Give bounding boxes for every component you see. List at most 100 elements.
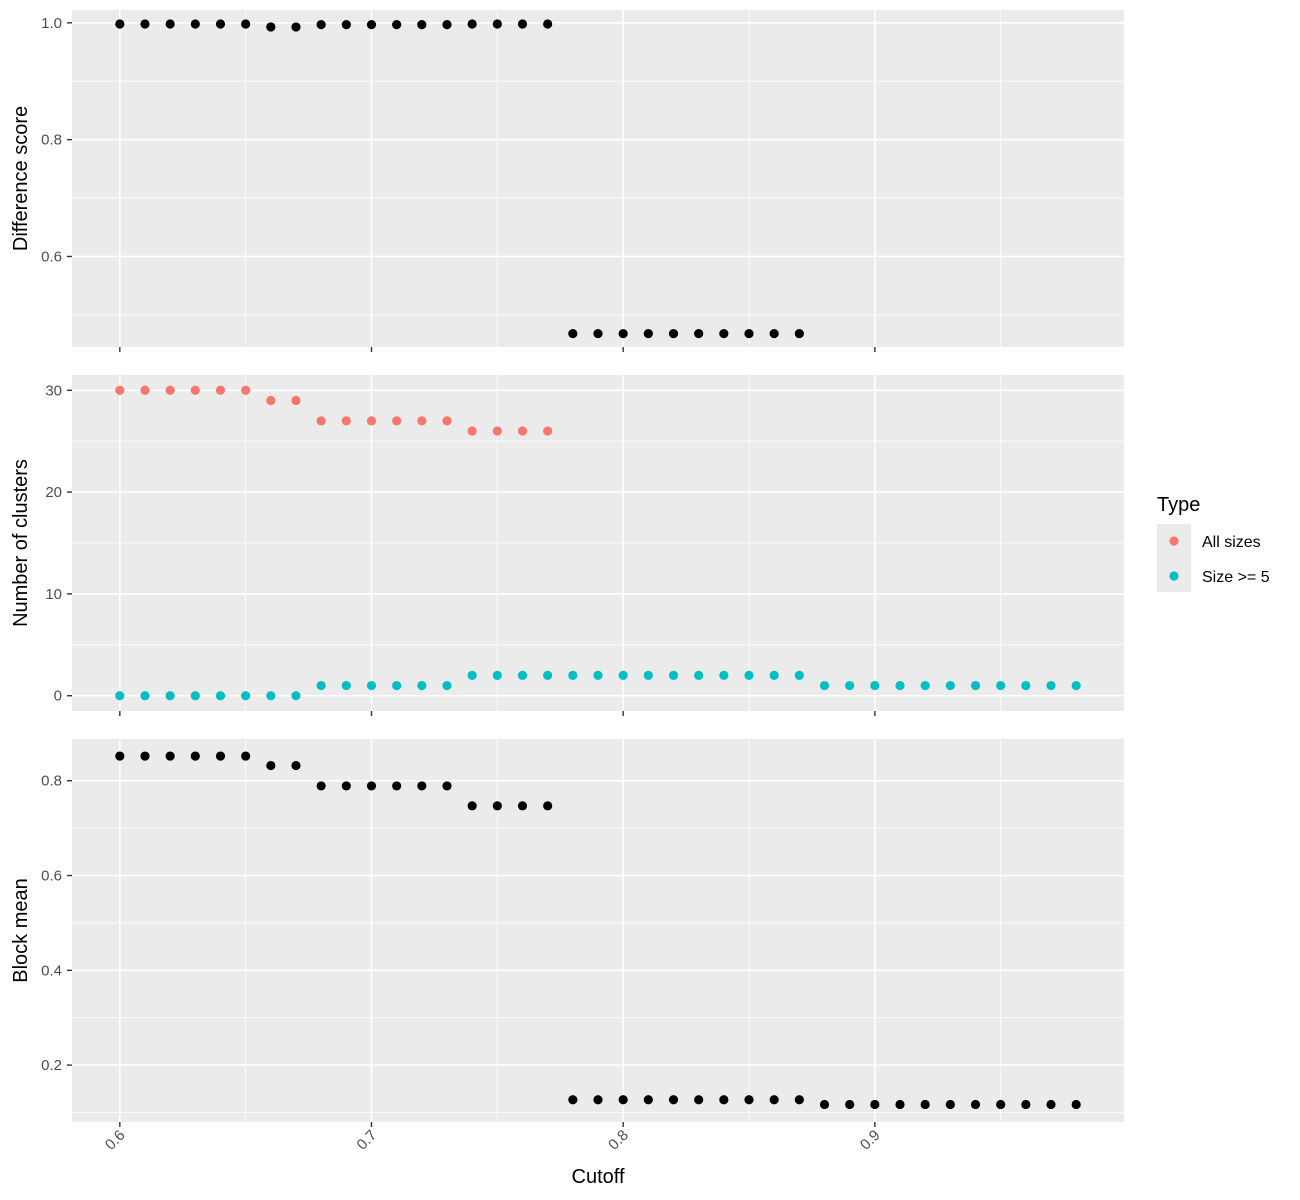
data-point [467, 801, 477, 811]
data-point [719, 670, 729, 680]
data-point [442, 680, 452, 691]
data-point [643, 328, 653, 339]
data-point [291, 395, 301, 406]
data-point [568, 670, 578, 680]
data-point [870, 1099, 880, 1110]
series-size-5 [115, 670, 1081, 701]
data-point [366, 416, 377, 426]
data-point [845, 1099, 855, 1110]
data-point [417, 680, 427, 691]
panels-layer: 0.6 0.8 1.0 Difference score 0 10 20 30 Number o… [10, 10, 1124, 1154]
y-axis-title: Difference score [10, 106, 32, 251]
legend-label-size-5: Size >= 5 [1202, 569, 1270, 586]
data-point [1046, 1099, 1056, 1110]
data-point [593, 328, 603, 339]
data-point [819, 680, 830, 691]
x-tick-label: 0.7 [354, 1127, 381, 1154]
data-point [543, 426, 553, 436]
data-point [442, 781, 452, 791]
data-point [442, 20, 452, 30]
y-tick-label: 0.4 [41, 962, 62, 979]
data-point [341, 416, 351, 426]
data-point [543, 801, 553, 811]
data-point [316, 781, 326, 791]
data-point [618, 328, 628, 339]
data-point [266, 691, 276, 701]
data-point [719, 328, 729, 339]
x-tick-label: 0.9 [857, 1127, 884, 1154]
series-points [115, 751, 1081, 1110]
data-point [392, 20, 402, 30]
data-point [341, 20, 351, 30]
data-point [316, 416, 326, 426]
data-point [517, 801, 528, 811]
data-point [115, 751, 125, 761]
data-point [845, 680, 855, 691]
data-point [668, 1095, 679, 1105]
data-point [366, 680, 377, 691]
data-point [165, 751, 175, 761]
y-tick-label: 10 [45, 586, 62, 603]
data-point [392, 781, 402, 791]
data-point [1046, 680, 1056, 691]
data-point [215, 691, 226, 701]
data-point [870, 680, 880, 691]
data-point [517, 19, 528, 29]
data-point [618, 670, 628, 680]
data-point [442, 416, 452, 426]
legend-dot-all-sizes [1169, 536, 1179, 546]
x-tick-label: 0.6 [102, 1127, 129, 1154]
data-point [1021, 680, 1031, 691]
data-point [316, 680, 326, 691]
data-point [190, 385, 200, 395]
data-point [140, 385, 150, 395]
data-point [291, 760, 301, 771]
data-point [241, 385, 251, 395]
data-point [996, 680, 1006, 691]
y-tick-label: 0.6 [41, 868, 62, 885]
data-point [719, 1095, 729, 1105]
data-point [769, 328, 779, 339]
data-point [643, 670, 653, 680]
y-tick-label: 20 [45, 484, 62, 501]
data-point [140, 691, 150, 701]
data-point [467, 426, 477, 436]
data-point [769, 670, 779, 680]
data-point [417, 20, 427, 30]
x-tick-label: 0.8 [605, 1127, 632, 1154]
data-point [467, 670, 477, 680]
data-point [291, 691, 301, 701]
data-point [694, 670, 704, 680]
legend-dot-size-5 [1169, 571, 1179, 581]
data-point [970, 680, 981, 691]
data-point [1071, 680, 1081, 691]
data-point [668, 328, 679, 339]
data-point [996, 1099, 1006, 1110]
y-axis-title: Number of clusters [10, 459, 32, 627]
y-axis-title: Block mean [10, 878, 32, 983]
legend: Type All sizes Size >= 5 [1157, 494, 1270, 592]
data-point [241, 19, 251, 29]
data-point [920, 680, 930, 691]
data-point [241, 691, 251, 701]
data-point [543, 19, 553, 29]
data-point [593, 1095, 603, 1105]
panel-background [72, 10, 1124, 347]
panel-2: 0 10 20 30 Number of clusters [10, 375, 1124, 716]
data-point [920, 1099, 930, 1110]
panel-background [72, 739, 1124, 1122]
series-all-sizes [115, 385, 553, 436]
legend-title: Type [1157, 494, 1200, 516]
data-point [190, 19, 200, 29]
data-point [970, 1099, 981, 1110]
data-point [895, 680, 905, 691]
y-tick-label: 0.2 [41, 1057, 62, 1074]
data-point [140, 19, 150, 29]
data-point [417, 416, 427, 426]
data-point [266, 22, 276, 32]
data-point [694, 328, 704, 339]
data-point [794, 328, 804, 339]
data-point [769, 1095, 779, 1105]
legend-label-all-sizes: All sizes [1202, 534, 1261, 551]
data-point [190, 691, 200, 701]
